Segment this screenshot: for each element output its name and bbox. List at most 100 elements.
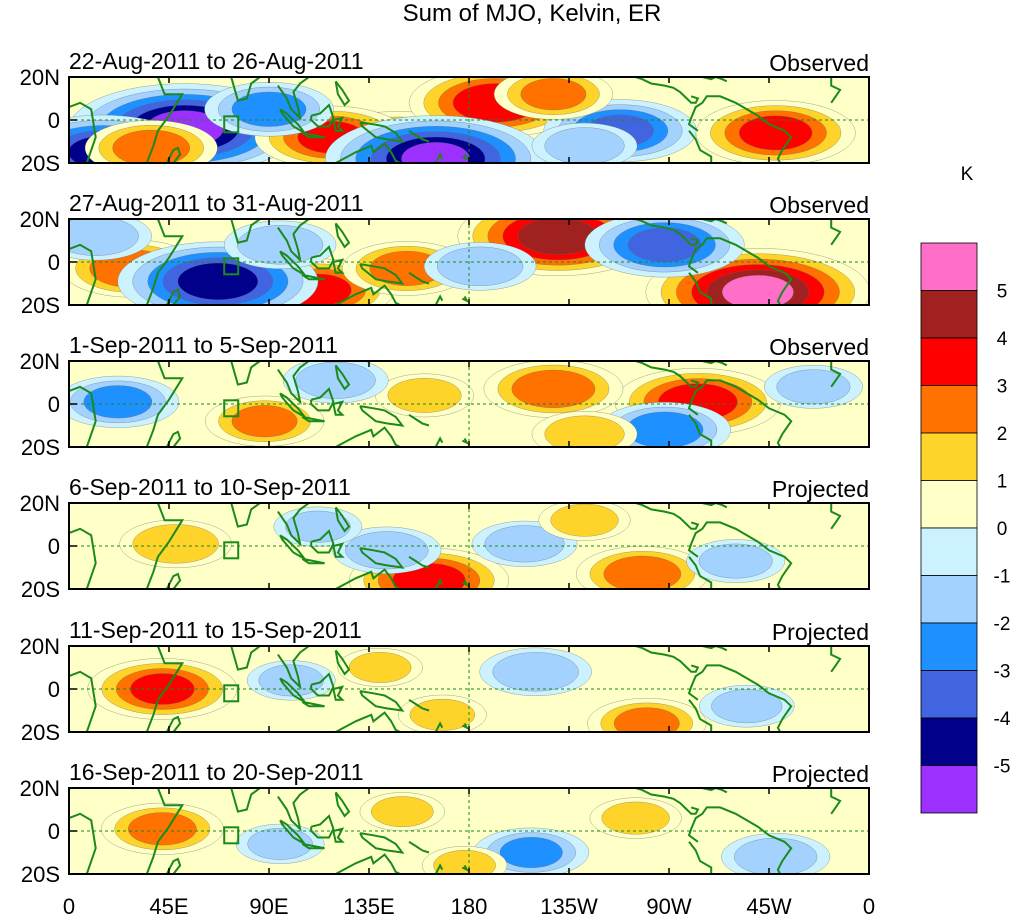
colorbar-label: -1 bbox=[994, 567, 1011, 588]
coastline bbox=[434, 436, 444, 447]
coastline bbox=[301, 131, 325, 139]
anomaly-contour bbox=[613, 707, 680, 732]
anomaly-blob bbox=[223, 220, 337, 269]
y-tick-label: 0 bbox=[48, 534, 60, 559]
anomaly-blob bbox=[119, 519, 232, 568]
coastline bbox=[434, 721, 444, 732]
coastline bbox=[830, 77, 842, 104]
coastline bbox=[165, 430, 182, 447]
coastlines bbox=[69, 503, 842, 589]
colorbar-swatch bbox=[920, 290, 978, 339]
coastline bbox=[301, 557, 325, 565]
panel-3: 20N 0 20S 1-Sep-2011 to 5-Sep-2011 Observed bbox=[20, 332, 870, 460]
coastline bbox=[332, 827, 345, 843]
coastline bbox=[334, 791, 351, 818]
coastline bbox=[230, 219, 261, 244]
anomaly-contour bbox=[295, 361, 376, 399]
colorbar-label: 5 bbox=[997, 282, 1008, 303]
colorbar-label: 4 bbox=[997, 329, 1008, 350]
coastline bbox=[688, 414, 713, 447]
island-marker bbox=[223, 684, 240, 703]
anomaly-contour bbox=[409, 698, 475, 731]
coastline bbox=[700, 77, 728, 83]
colorbar-label: -4 bbox=[994, 709, 1011, 730]
x-tick-label: 45W bbox=[746, 894, 791, 919]
anomaly-blob bbox=[584, 219, 745, 278]
coastline bbox=[310, 672, 335, 697]
colorbar-swatch bbox=[920, 765, 978, 814]
coastline bbox=[165, 288, 182, 305]
anomaly-blob bbox=[282, 361, 389, 404]
coastline bbox=[334, 80, 351, 107]
anomaly-contour bbox=[132, 524, 219, 564]
chart-title: Sum of MJO, Kelvin, ER bbox=[403, 0, 662, 27]
anomaly-contour bbox=[603, 555, 682, 589]
coastlines bbox=[69, 219, 842, 305]
y-tick-label: 0 bbox=[48, 819, 60, 844]
anomaly-contour bbox=[237, 225, 324, 265]
coastline bbox=[359, 121, 405, 143]
anomaly-contour bbox=[739, 115, 813, 151]
coastline bbox=[145, 788, 185, 874]
coastline bbox=[830, 219, 842, 246]
coastline bbox=[301, 273, 325, 281]
y-tick-label: 20N bbox=[20, 207, 60, 232]
coastline bbox=[165, 857, 182, 874]
coastline bbox=[699, 646, 728, 652]
coastline bbox=[277, 77, 310, 121]
coastline bbox=[687, 379, 793, 447]
panel-status: Projected bbox=[772, 476, 869, 502]
coastline bbox=[277, 788, 310, 832]
coastline bbox=[230, 503, 261, 528]
colorbar-label: -2 bbox=[994, 614, 1011, 635]
anomaly-contour bbox=[231, 405, 298, 438]
anomaly-contour bbox=[285, 510, 351, 543]
coastline bbox=[434, 863, 444, 874]
coastline bbox=[320, 853, 401, 874]
coastline bbox=[334, 222, 351, 249]
coastline bbox=[359, 547, 405, 569]
anomaly-blob bbox=[686, 539, 786, 583]
coastline bbox=[145, 361, 185, 447]
coastline bbox=[408, 840, 430, 854]
coastline bbox=[461, 722, 470, 730]
anomaly-blob bbox=[589, 797, 682, 839]
coastline bbox=[408, 555, 430, 569]
coastline bbox=[320, 426, 401, 447]
colorbar-swatch bbox=[920, 527, 978, 576]
coastline bbox=[301, 700, 325, 708]
anomaly-blob bbox=[273, 506, 363, 547]
coastline bbox=[310, 245, 335, 270]
panel-2: 20N 0 20S 27-Aug-2011 to 31-Aug-2011 Observe… bbox=[20, 190, 870, 318]
coastline bbox=[434, 578, 444, 589]
panel-period: 22-Aug-2011 to 26-Aug-2011 bbox=[69, 48, 364, 74]
anomaly-blob bbox=[375, 373, 474, 418]
y-tick-label: 0 bbox=[48, 392, 60, 417]
coastlines bbox=[69, 646, 842, 732]
coastline bbox=[230, 788, 261, 813]
anomaly-contour bbox=[83, 385, 153, 419]
anomaly-blob bbox=[721, 833, 831, 874]
y-tick-label: 20S bbox=[21, 151, 60, 176]
panel-period: 1-Sep-2011 to 5-Sep-2011 bbox=[69, 332, 338, 358]
coastline bbox=[277, 361, 310, 405]
anomaly-contour bbox=[492, 652, 579, 692]
coastline bbox=[688, 130, 713, 163]
coastline bbox=[635, 503, 700, 530]
colorbar-swatch bbox=[920, 242, 978, 291]
coastline bbox=[830, 361, 842, 388]
anomaly-contour bbox=[387, 378, 462, 413]
coastline bbox=[320, 711, 401, 732]
coastline bbox=[461, 437, 470, 445]
colorbar-swatch bbox=[920, 337, 978, 386]
anomaly-blob bbox=[695, 100, 856, 163]
anomaly-blob bbox=[493, 77, 613, 120]
coastline bbox=[332, 685, 345, 701]
coastline bbox=[230, 77, 261, 102]
panels-group: 20N 0 20S 22-Aug-2011 to 26-Aug-2011 Observe… bbox=[20, 48, 870, 887]
anomaly-blob bbox=[69, 375, 180, 428]
anomaly-contour bbox=[734, 837, 818, 874]
colorbar-unit: K bbox=[961, 164, 974, 185]
coastline bbox=[687, 806, 793, 874]
coastline bbox=[165, 146, 182, 163]
